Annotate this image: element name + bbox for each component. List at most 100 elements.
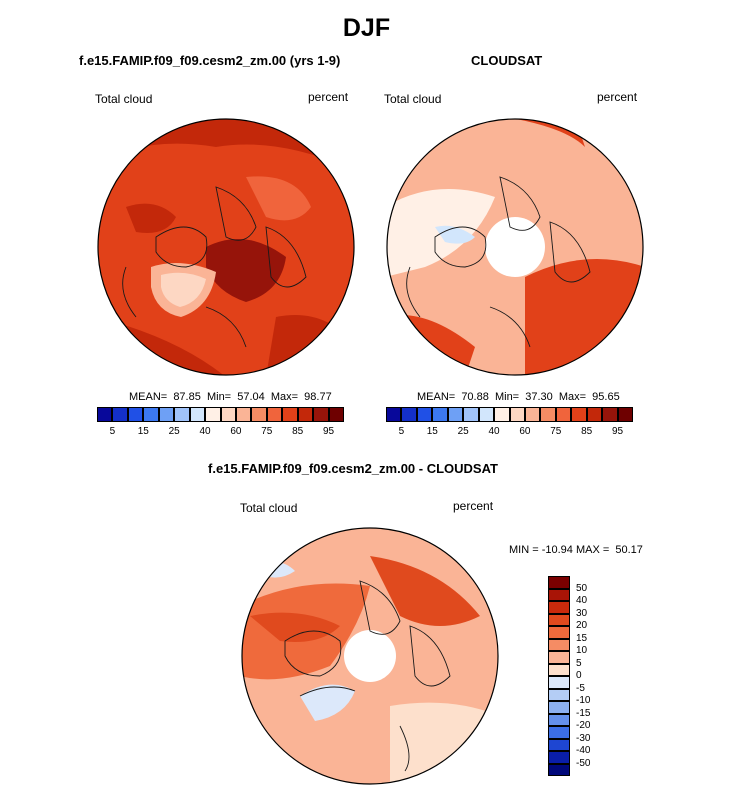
colorbar-tick-label: -50 bbox=[576, 757, 591, 769]
map-field-region bbox=[370, 556, 480, 626]
colorbar-swatch bbox=[548, 651, 570, 664]
polar-map-model bbox=[97, 118, 355, 376]
colorbar-swatch bbox=[548, 713, 570, 726]
colorbar-swatch bbox=[251, 407, 267, 422]
colorbar-tick-label: 75 bbox=[261, 426, 273, 437]
colorbar-swatch bbox=[540, 407, 556, 422]
stats-model: MEAN= 87.85 Min= 57.04 Max= 98.77 bbox=[129, 391, 332, 403]
map-field-region bbox=[161, 272, 206, 307]
colorbar-swatch bbox=[617, 407, 633, 422]
colorbar-tick-label: 10 bbox=[576, 645, 588, 656]
colorbar-swatch bbox=[571, 407, 587, 422]
colorbar-ticks-model: 5 15 25 40 60 75 85 95 bbox=[97, 426, 344, 440]
colorbar-tick-label: 5 bbox=[576, 657, 582, 669]
coastline bbox=[406, 176, 591, 348]
colorbar-swatch bbox=[297, 407, 314, 422]
colorbar-tick-label: 25 bbox=[168, 426, 180, 437]
colorbar-swatch bbox=[548, 676, 570, 689]
no-data-pole bbox=[344, 630, 396, 682]
colorbar-swatch bbox=[548, 576, 570, 589]
colorbar-model bbox=[97, 407, 344, 422]
units-label-diff: percent bbox=[453, 499, 494, 513]
colorbar-swatch bbox=[174, 407, 190, 422]
colorbar-swatch bbox=[386, 407, 402, 422]
colorbar-swatch bbox=[447, 407, 464, 422]
colorbar-swatch bbox=[220, 407, 236, 422]
colorbar-swatch bbox=[548, 588, 570, 601]
variable-label-obs: Total cloud bbox=[384, 92, 442, 106]
colorbar-tick-label: 0 bbox=[576, 670, 582, 681]
colorbar-swatch bbox=[478, 407, 495, 422]
panel-title-obs: CLOUDSAT bbox=[471, 53, 543, 68]
colorbar-swatch bbox=[313, 407, 329, 422]
map-boundary bbox=[241, 527, 499, 785]
colorbar-tick-label: 15 bbox=[137, 426, 149, 437]
colorbar-swatch bbox=[548, 638, 570, 651]
colorbar-swatch bbox=[548, 601, 570, 614]
colorbar-tick-label: 30 bbox=[576, 607, 588, 619]
map-field-region bbox=[300, 684, 355, 721]
colorbar-swatch bbox=[548, 613, 570, 626]
colorbar-swatch bbox=[97, 407, 113, 422]
variable-label-model: Total cloud bbox=[95, 92, 153, 106]
colorbar-swatch bbox=[112, 407, 128, 422]
colorbar-swatch bbox=[235, 407, 252, 422]
colorbar-tick-label: 40 bbox=[488, 426, 500, 437]
colorbar-swatch bbox=[548, 663, 570, 676]
colorbar-tick-label: 15 bbox=[426, 426, 438, 437]
colorbar-tick-label: 95 bbox=[323, 426, 335, 437]
colorbar-swatch bbox=[586, 407, 603, 422]
colorbar-swatch bbox=[548, 738, 570, 751]
colorbar-swatch bbox=[548, 701, 570, 714]
colorbar-tick-label: 60 bbox=[230, 426, 242, 437]
colorbar-tick-label: -20 bbox=[576, 720, 591, 731]
colorbar-tick-label: -15 bbox=[576, 707, 591, 719]
map-field-region bbox=[435, 225, 475, 244]
units-label-obs: percent bbox=[597, 90, 638, 104]
map-field-region bbox=[266, 315, 354, 375]
colorbar-tick-label: -10 bbox=[576, 695, 591, 706]
colorbar-swatch bbox=[602, 407, 618, 422]
no-data-pole bbox=[485, 217, 545, 277]
map-field-region bbox=[126, 203, 176, 233]
panel-title-diff: f.e15.FAMIP.f09_f09.cesm2_zm.00 - CLOUDS… bbox=[208, 461, 498, 476]
colorbar-tick-label: 15 bbox=[576, 632, 588, 644]
page-title: DJF bbox=[342, 14, 391, 42]
stats-diff: MIN = -10.94 MAX = 50.17 bbox=[509, 544, 643, 556]
panel-title-model: f.e15.FAMIP.f09_f09.cesm2_zm.00 (yrs 1-9… bbox=[79, 53, 341, 68]
colorbar-swatch bbox=[189, 407, 206, 422]
colorbar-tick-label: -5 bbox=[576, 682, 585, 694]
colorbar-swatch bbox=[143, 407, 159, 422]
colorbar-tick-label: 5 bbox=[109, 426, 116, 437]
colorbar-swatch bbox=[524, 407, 541, 422]
colorbar-swatch bbox=[494, 407, 510, 422]
colorbar-swatch bbox=[205, 407, 221, 422]
colorbar-swatch bbox=[416, 407, 433, 422]
coastline bbox=[284, 580, 451, 772]
colorbar-swatch bbox=[555, 407, 572, 422]
map-boundary bbox=[386, 118, 644, 376]
colorbar-diff bbox=[548, 576, 570, 776]
colorbar-tick-label: -30 bbox=[576, 732, 591, 744]
colorbar-swatch bbox=[328, 407, 344, 422]
colorbar-tick-label: 5 bbox=[398, 426, 405, 437]
colorbar-tick-label: 95 bbox=[612, 426, 624, 437]
colorbar-tick-label: 20 bbox=[576, 620, 588, 631]
colorbar-obs bbox=[386, 407, 633, 422]
polar-map-diff bbox=[241, 527, 499, 785]
colorbar-swatch bbox=[127, 407, 144, 422]
coastline bbox=[122, 186, 307, 348]
colorbar-swatch bbox=[432, 407, 448, 422]
colorbar-ticks-obs: 5 15 25 40 60 75 85 95 bbox=[386, 426, 633, 440]
colorbar-tick-label: 60 bbox=[519, 426, 531, 437]
colorbar-swatch bbox=[282, 407, 298, 422]
colorbar-tick-label: 85 bbox=[292, 426, 304, 437]
colorbar-swatch bbox=[463, 407, 479, 422]
colorbar-tick-label: 50 bbox=[576, 582, 588, 594]
colorbar-swatch bbox=[548, 726, 570, 739]
map-field-region bbox=[206, 239, 286, 302]
colorbar-swatch bbox=[158, 407, 175, 422]
colorbar-swatch bbox=[548, 751, 570, 764]
units-label-model: percent bbox=[308, 90, 349, 104]
colorbar-swatch bbox=[266, 407, 283, 422]
